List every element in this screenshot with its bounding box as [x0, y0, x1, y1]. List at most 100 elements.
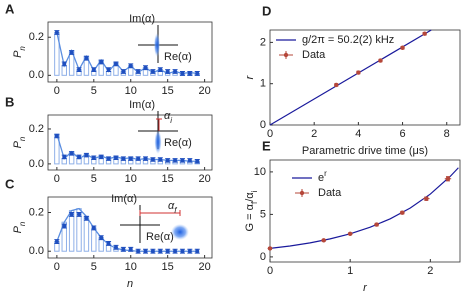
data-point [136, 156, 141, 161]
legend-label-part: Data [302, 49, 326, 61]
inset-amp-label-part: i [170, 116, 172, 125]
inset-amp-label: αf [168, 200, 177, 215]
axes-frame [47, 21, 213, 83]
state-blob [171, 224, 189, 240]
y-tick-label: 0 [260, 119, 266, 131]
y-axis-label-part: n [18, 136, 27, 141]
data-point [54, 133, 59, 138]
data-point [424, 196, 429, 201]
data-point [165, 69, 170, 74]
data-point [106, 67, 111, 72]
data-point [54, 239, 59, 244]
axes-frame [269, 29, 461, 126]
x-tick-label: 2 [427, 265, 433, 277]
y-tick-label: 0.2 [29, 206, 44, 218]
panel-label: D [262, 3, 271, 18]
x-tick-label: 20 [198, 173, 210, 185]
data-point [187, 71, 192, 76]
data-point [99, 60, 104, 64]
x-tick-label: 0 [267, 128, 273, 140]
data-point [195, 249, 200, 254]
legend-label: g/2π = 50.2(2) kHz [302, 34, 394, 46]
data-point [128, 63, 133, 68]
data-point [62, 224, 67, 229]
data-point [121, 156, 126, 161]
data-point [91, 155, 96, 160]
y-tick-label: 0.0 [29, 69, 44, 81]
inset-amp-label: αi [164, 110, 172, 125]
y-axis-label: Pn [12, 221, 27, 233]
x-axis-label: Parametric drive time (μs) [302, 145, 428, 157]
panel-label: C [5, 176, 15, 191]
legend-label: Data [318, 187, 342, 199]
y-tick-label: 10 [254, 166, 266, 178]
y-axis-label: G = αf/αi [244, 190, 259, 231]
data-point [158, 157, 163, 162]
data-point [150, 69, 155, 74]
data-point [91, 225, 96, 230]
y-axis-label: r [244, 74, 256, 79]
x-axis-label-part: r [363, 282, 368, 294]
y-tick-label: 0.0 [29, 245, 44, 257]
inset-im-label: Im(α) [129, 13, 155, 25]
data-point [121, 247, 126, 252]
bar [91, 227, 97, 252]
inset-re-label: Re(α) [164, 137, 192, 149]
data-point [106, 156, 111, 161]
x-tick-label: 5 [91, 173, 97, 185]
data-point [143, 156, 148, 161]
fit-line [269, 167, 459, 249]
x-tick-label: 0 [54, 173, 60, 185]
x-axis-label: r [363, 282, 368, 294]
x-tick-label: 15 [162, 85, 174, 97]
legend-label-part: e [318, 172, 324, 184]
data-point [69, 151, 74, 156]
x-tick-label: 2 [311, 128, 317, 140]
y-axis-label-part: /α [244, 192, 256, 202]
data-point [99, 235, 104, 240]
inset-amp-label-part: α [168, 200, 175, 212]
x-tick-label: 10 [125, 85, 137, 97]
x-tick-label: 15 [162, 173, 174, 185]
y-axis-label-part: P [12, 50, 24, 58]
data-point [91, 67, 96, 72]
axes-frame [269, 159, 461, 263]
data-point [378, 58, 383, 63]
x-axis-label-part: Parametric drive time (μs) [302, 145, 428, 157]
inset-im-label: Im(α) [129, 99, 155, 111]
data-point [173, 69, 178, 74]
x-tick-label: 5 [91, 261, 97, 273]
data-point [158, 249, 163, 254]
bar [83, 215, 90, 252]
y-axis-label-part: r [244, 74, 256, 79]
x-axis-label: n [127, 278, 133, 290]
data-point [173, 158, 178, 163]
inset-im-label: Im(α) [111, 193, 137, 205]
legend-swatch [283, 52, 289, 58]
data-point [180, 71, 185, 76]
data-point [187, 249, 192, 254]
data-point [69, 212, 74, 217]
data-point [99, 154, 104, 159]
x-tick-label: 20 [198, 261, 210, 273]
data-point [69, 50, 74, 55]
y-axis-label-part: n [18, 221, 27, 226]
data-point [150, 249, 155, 254]
data-point [62, 154, 67, 159]
x-tick-label: 8 [444, 128, 450, 140]
y-axis-label-part: G = α [244, 203, 256, 231]
y-tick-label: 0.0 [29, 158, 44, 170]
legend-label-part: Data [318, 187, 342, 199]
panel-label: A [5, 1, 15, 16]
data-point [128, 156, 133, 161]
x-axis-label-part: n [127, 278, 133, 290]
y-tick-label: 0 [260, 251, 266, 263]
x-tick-label: 10 [125, 173, 137, 185]
state-blob [154, 33, 160, 57]
data-point [136, 69, 141, 74]
data-point [165, 249, 170, 254]
data-point [150, 157, 155, 162]
data-point [84, 216, 89, 221]
x-tick-label: 5 [91, 85, 97, 97]
axes-frame [47, 114, 213, 171]
